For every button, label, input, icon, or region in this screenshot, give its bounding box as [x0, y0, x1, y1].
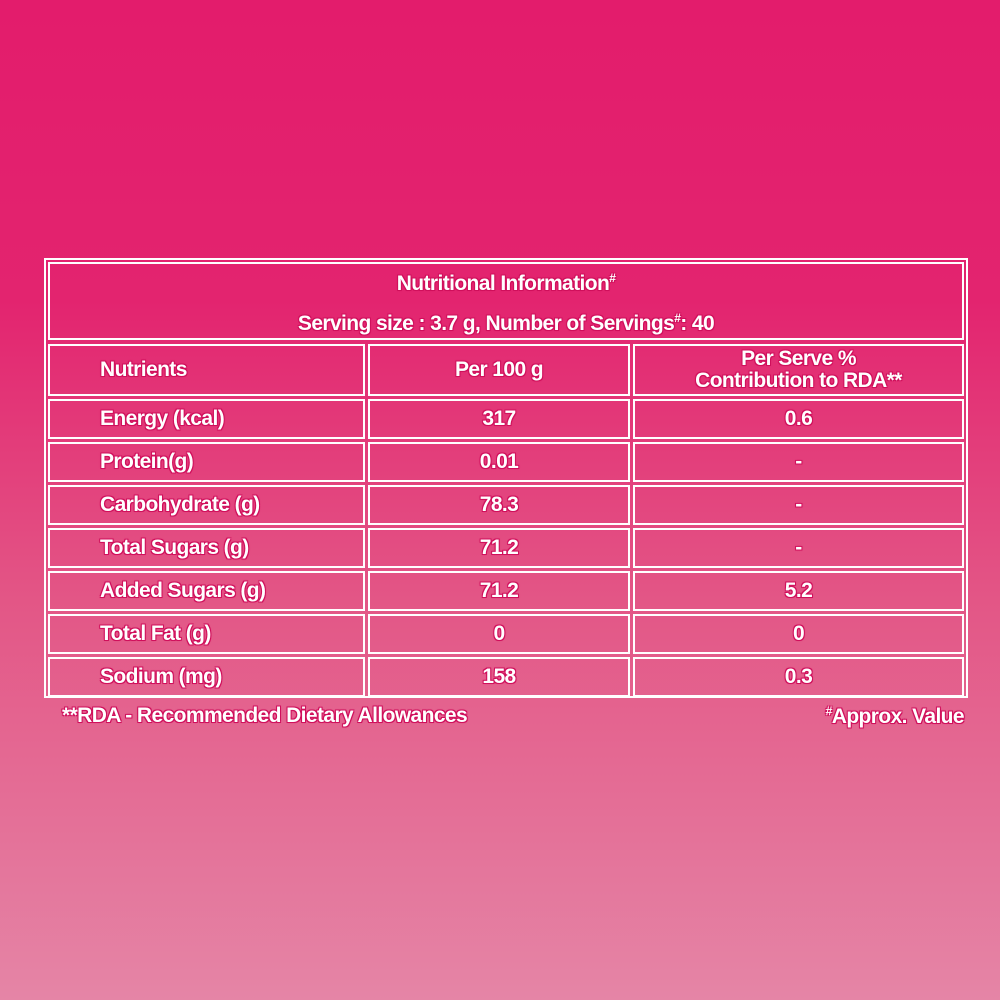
per-100g-cell: 0.01	[368, 442, 630, 482]
table-title: Nutritional Information# Serving size : …	[48, 262, 964, 340]
nutrient-cell: Energy (kcal)	[48, 399, 365, 439]
serving-info: Serving size : 3.7 g, Number of Servings…	[297, 311, 715, 335]
per-100g-cell: 71.2	[368, 528, 630, 568]
nutrient-cell: Protein(g)	[48, 442, 365, 482]
header-per-100g: Per 100 g	[368, 344, 630, 396]
rda-cell: -	[633, 442, 964, 482]
nutrient-cell: Sodium (mg)	[48, 657, 365, 697]
per-100g-cell: 71.2	[368, 571, 630, 611]
nutrient-cell: Carbohydrate (g)	[48, 485, 365, 525]
rda-cell: -	[633, 485, 964, 525]
per-100g-cell: 317	[368, 399, 630, 439]
header-rda: Per Serve % Contribution to RDA**	[633, 344, 964, 396]
rda-cell: 0.3	[633, 657, 964, 697]
nutrient-cell: Total Fat (g)	[48, 614, 365, 654]
rda-footnote: **RDA - Recommended Dietary Allowances	[62, 704, 468, 727]
per-100g-cell: 158	[368, 657, 630, 697]
rda-cell: 5.2	[633, 571, 964, 611]
rda-cell: -	[633, 528, 964, 568]
nutrient-cell: Added Sugars (g)	[48, 571, 365, 611]
rda-cell: 0	[633, 614, 964, 654]
nutrient-cell: Total Sugars (g)	[48, 528, 365, 568]
per-100g-cell: 78.3	[368, 485, 630, 525]
nutrition-table: Nutritional Information# Serving size : …	[44, 258, 968, 698]
per-100g-cell: 0	[368, 614, 630, 654]
header-nutrients: Nutrients	[48, 344, 365, 396]
rda-cell: 0.6	[633, 399, 964, 439]
approx-footnote: #Approx. Value	[825, 704, 965, 728]
title-heading: Nutritional Information#	[396, 271, 616, 295]
